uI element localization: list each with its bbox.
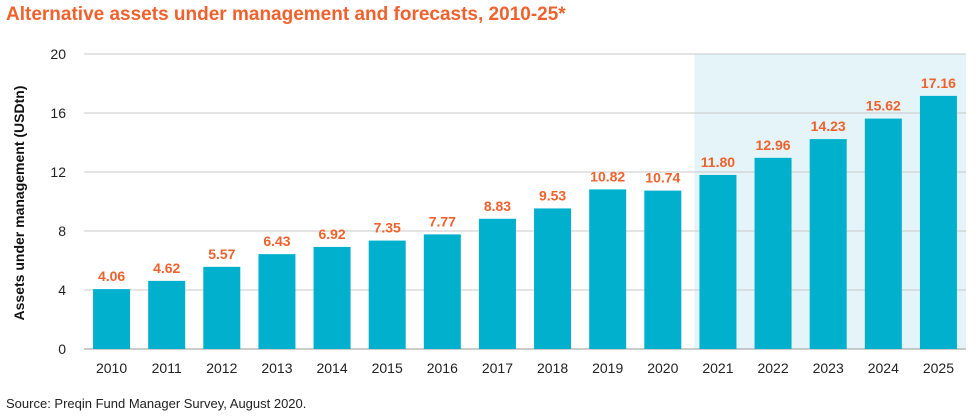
chart-title: Alternative assets under management and … [6, 4, 566, 25]
bar [644, 190, 682, 349]
x-tick-label: 2016 [427, 360, 458, 376]
data-label: 12.96 [756, 137, 791, 153]
bar [589, 189, 627, 349]
data-label: 15.62 [866, 98, 901, 114]
data-label: 7.77 [429, 213, 456, 229]
data-label: 11.80 [701, 154, 735, 170]
bar [93, 289, 131, 349]
bar [699, 174, 737, 349]
bar [368, 240, 406, 349]
data-label: 4.62 [153, 260, 180, 276]
x-tick-label: 2011 [152, 360, 182, 376]
bar [478, 218, 516, 349]
data-label: 7.35 [374, 220, 401, 236]
data-label: 4.06 [98, 268, 125, 284]
x-tick-label: 2022 [757, 360, 788, 376]
x-tick-label: 2019 [592, 360, 623, 376]
data-label: 6.43 [263, 233, 290, 249]
x-tick-label: 2025 [923, 360, 954, 376]
bar [203, 266, 241, 349]
bar [919, 95, 957, 349]
x-tick-label: 2014 [316, 360, 347, 376]
data-label: 5.57 [208, 246, 235, 262]
y-tick-label: 4 [58, 282, 66, 298]
data-label: 10.74 [645, 170, 680, 186]
x-tick-label: 2013 [261, 360, 292, 376]
y-tick-label: 20 [50, 46, 66, 62]
y-tick-label: 16 [50, 105, 66, 121]
data-label: 10.82 [590, 168, 625, 184]
x-tick-label: 2023 [813, 360, 844, 376]
y-tick-label: 8 [58, 223, 66, 239]
data-label: 9.53 [539, 187, 566, 203]
data-label: 6.92 [318, 226, 345, 242]
bar [809, 139, 847, 349]
bar [258, 254, 296, 349]
x-tick-label: 2017 [482, 360, 513, 376]
y-tick-label: 0 [58, 341, 66, 357]
y-tick-label: 12 [50, 164, 66, 180]
bar [864, 118, 902, 349]
bar-chart: 4.06 4.62 5.57 6.43 6.92 7.35 7.77 8.83 9.53 10.8… [11, 46, 966, 376]
x-tick-label: 2024 [868, 360, 899, 376]
data-label: 17.16 [921, 75, 956, 91]
data-label: 14.23 [811, 118, 846, 134]
bar [313, 246, 351, 349]
bar [754, 157, 792, 349]
x-tick-label: 2010 [96, 360, 127, 376]
data-label: 8.83 [484, 198, 511, 214]
x-tick-label: 2015 [372, 360, 403, 376]
y-axis-label: Assets under management (USDtn) [11, 86, 27, 321]
source-note: Source: Preqin Fund Manager Survey, Augu… [6, 396, 307, 411]
x-tick-label: 2012 [206, 360, 237, 376]
x-tick-label: 2021 [702, 360, 733, 376]
x-tick-label: 2020 [647, 360, 678, 376]
x-tick-label: 2018 [537, 360, 568, 376]
bar [148, 280, 186, 349]
bar [534, 208, 572, 349]
bar [423, 234, 461, 349]
